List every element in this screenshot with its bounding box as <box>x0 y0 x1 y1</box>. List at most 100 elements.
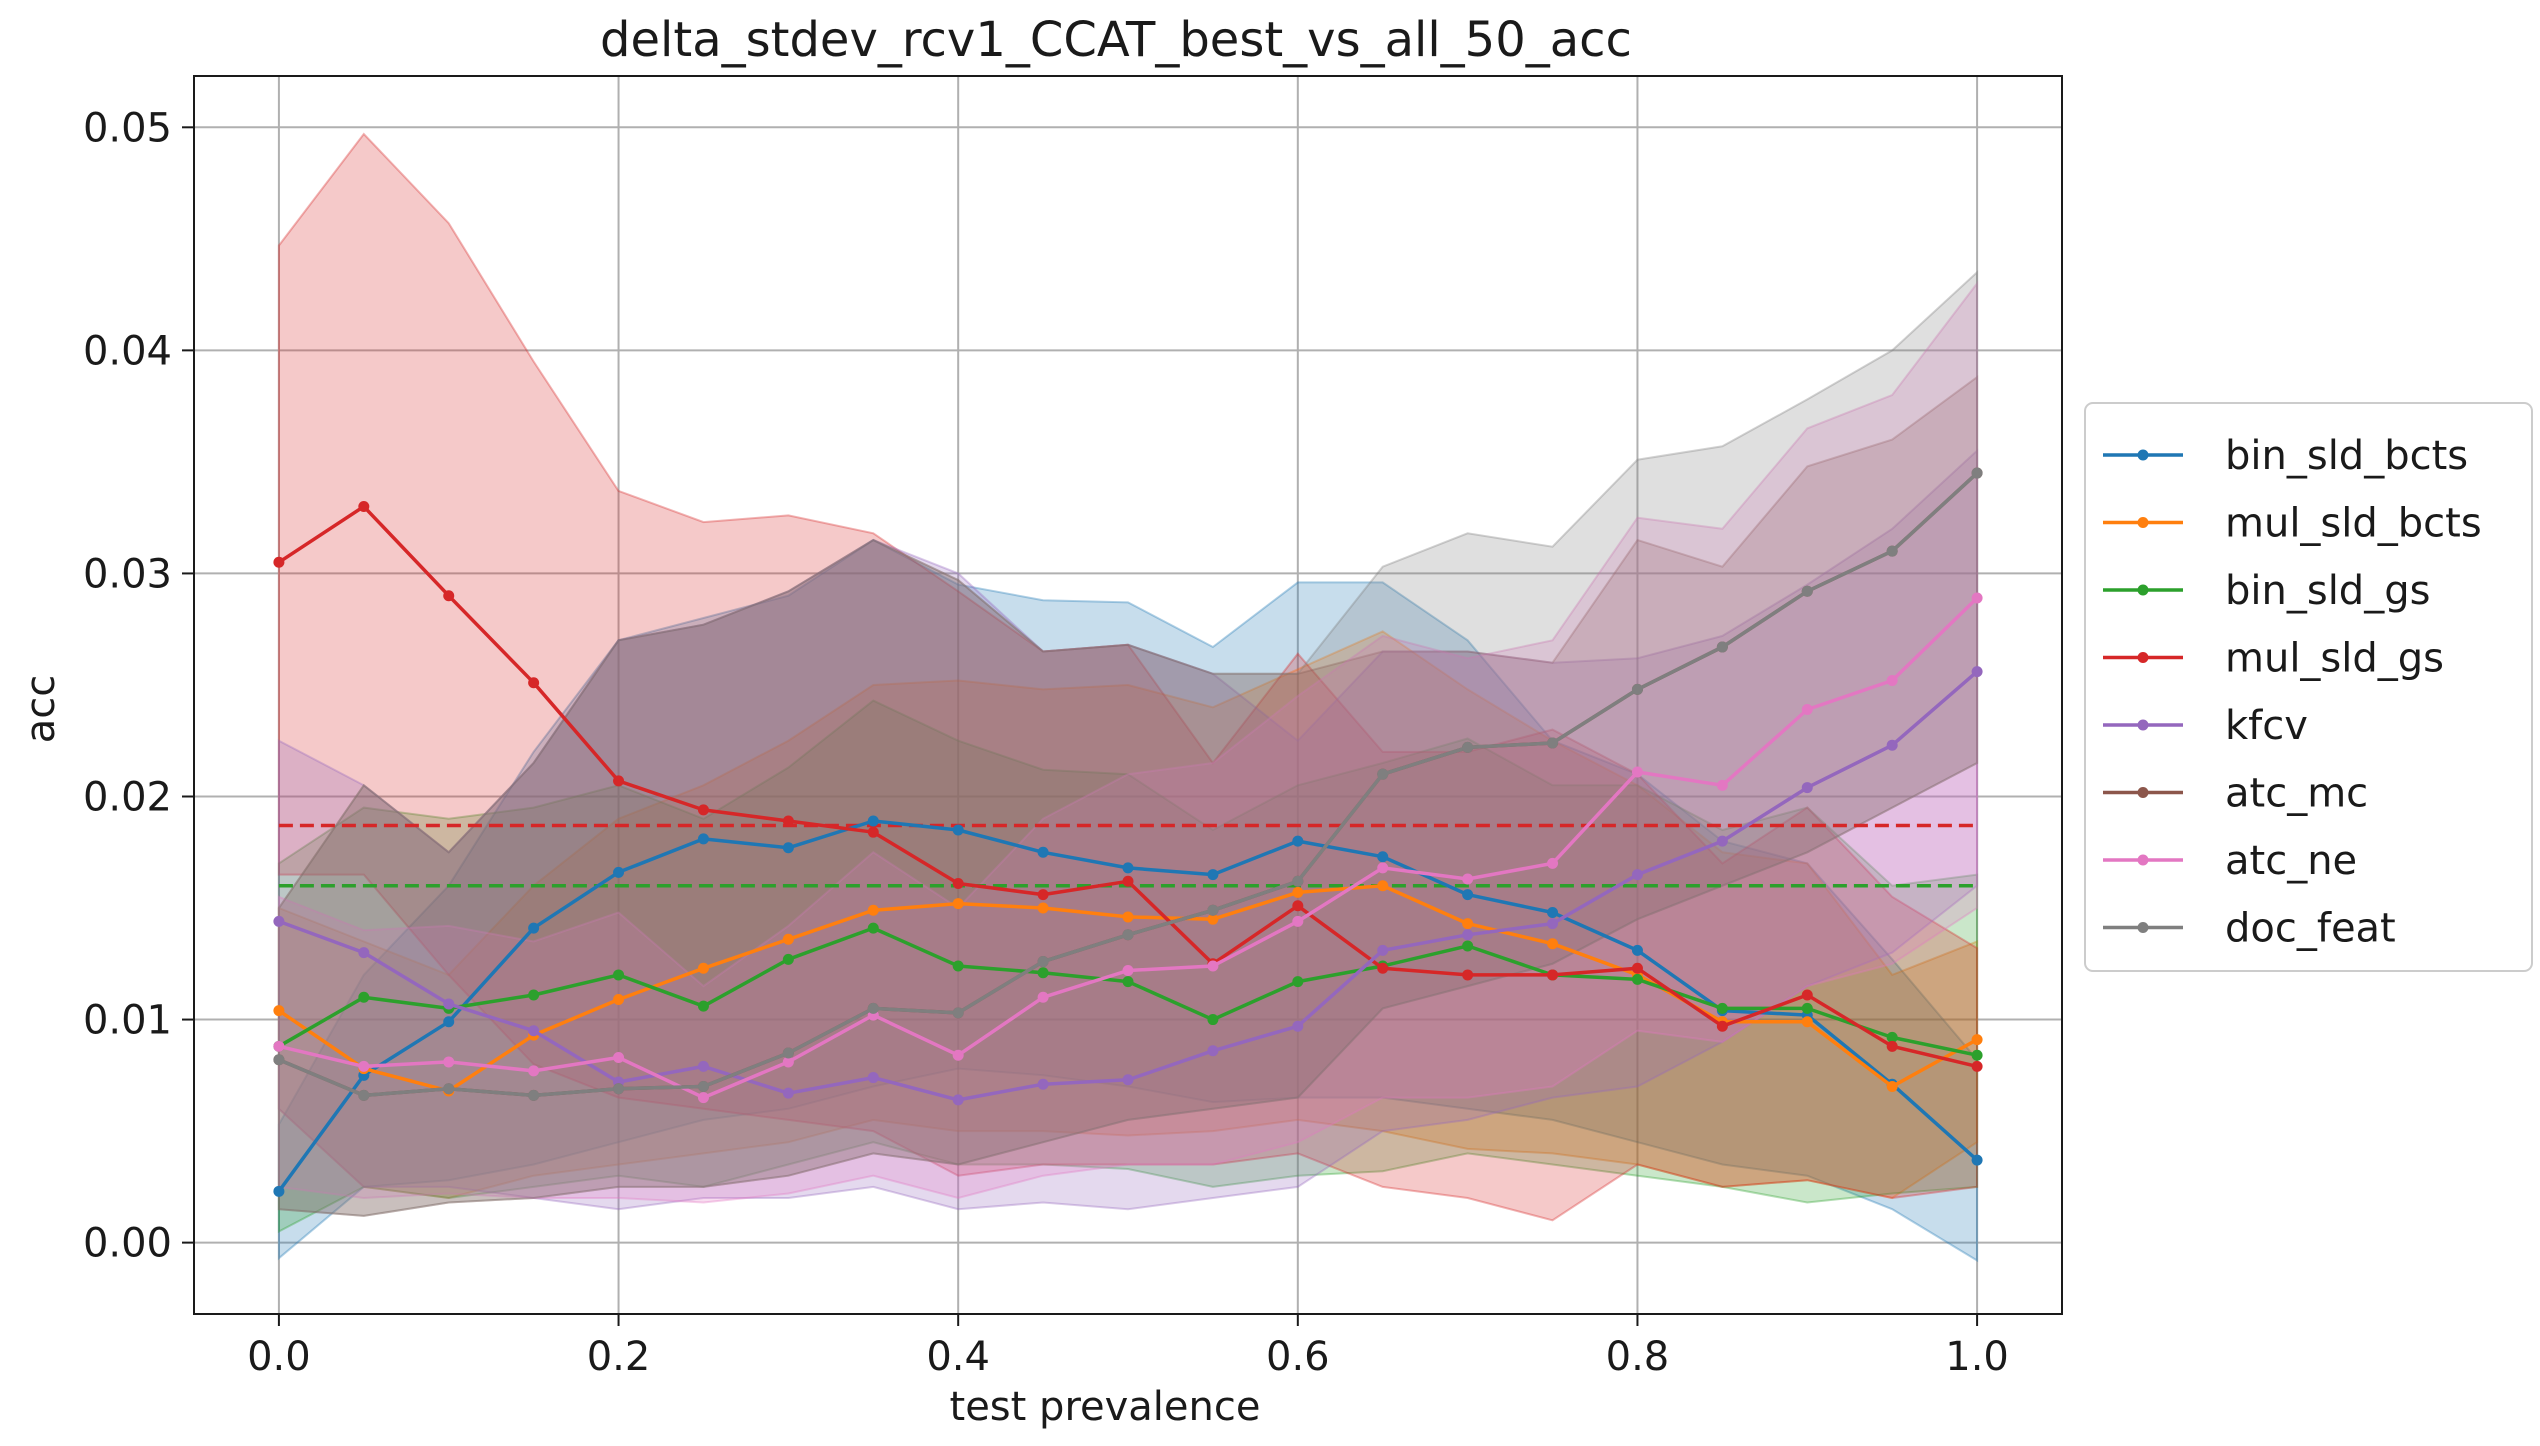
data-point <box>1377 862 1389 874</box>
data-point <box>1207 1045 1219 1057</box>
data-point <box>1037 991 1049 1003</box>
data-point <box>867 815 879 827</box>
legend-entry: mul_sld_bcts <box>2103 501 2482 547</box>
data-point <box>1886 1031 1898 1043</box>
y-axis-label: acc <box>18 675 64 744</box>
data-point <box>1886 1080 1898 1092</box>
data-point <box>697 1092 709 1104</box>
data-point <box>867 1072 879 1084</box>
data-point <box>697 962 709 974</box>
data-point <box>1462 929 1474 941</box>
y-ticks: 0.00 0.01 0.02 0.03 0.04 0.05 <box>83 105 194 1267</box>
data-point <box>358 947 370 959</box>
series-bin-sld-gs <box>273 922 1983 1061</box>
data-point <box>1292 835 1304 847</box>
data-point <box>697 1000 709 1012</box>
data-point <box>1547 938 1559 950</box>
data-point <box>1207 913 1219 925</box>
chart-title: delta_stdev_rcv1_CCAT_best_vs_all_50_acc <box>600 12 1632 68</box>
legend-entry: bin_sld_bcts <box>2103 433 2468 479</box>
data-point <box>1971 1154 1983 1166</box>
data-point <box>952 960 964 972</box>
legend-frame <box>2084 402 2533 972</box>
data-point <box>1207 869 1219 881</box>
data-point <box>1122 929 1134 941</box>
data-point <box>613 969 625 981</box>
data-point <box>273 556 285 568</box>
data-point <box>443 590 455 602</box>
x-ticks: 0.0 0.2 0.4 0.6 0.8 1.0 <box>247 1314 2009 1380</box>
x-axis-label: test prevalence <box>950 1384 1261 1430</box>
legend-label: atc_ne <box>2225 838 2357 884</box>
legend-marker <box>2137 449 2149 461</box>
legend-label: doc_feat <box>2225 906 2396 952</box>
data-point <box>952 1049 964 1061</box>
data-point <box>1292 1020 1304 1032</box>
data-point <box>1971 592 1983 604</box>
data-point <box>1122 875 1134 887</box>
data-point <box>867 1002 879 1014</box>
x-tick-label: 0.8 <box>1606 1334 1670 1380</box>
data-point <box>782 1056 794 1068</box>
data-point <box>528 1025 540 1037</box>
data-point <box>1631 766 1643 778</box>
legend: bin_sld_bcts mul_sld_bcts bin_sld_gs mul_sl… <box>2084 402 2533 972</box>
data-point <box>273 1185 285 1197</box>
data-point <box>1207 960 1219 972</box>
data-point <box>1801 1002 1813 1014</box>
data-point <box>613 866 625 878</box>
legend-marker <box>2137 719 2149 731</box>
data-point <box>528 1065 540 1077</box>
legend-label: bin_sld_gs <box>2225 568 2430 614</box>
data-point <box>1377 962 1389 974</box>
y-tick-label: 0.03 <box>83 551 172 597</box>
data-point <box>273 1040 285 1052</box>
data-point <box>782 953 794 965</box>
data-point <box>358 501 370 513</box>
axes <box>193 75 2063 1315</box>
band-kfcv <box>277 448 1979 1211</box>
data-point <box>1292 875 1304 887</box>
legend-label: mul_sld_gs <box>2225 636 2444 682</box>
data-point <box>1037 967 1049 979</box>
plot-frame <box>193 75 2063 1315</box>
data-point <box>1462 873 1474 885</box>
legend-marker <box>2137 517 2149 528</box>
data-point <box>613 993 625 1005</box>
data-point <box>1377 880 1389 892</box>
data-point <box>1716 1020 1728 1032</box>
y-tick-label: 0.01 <box>83 998 172 1044</box>
data-point <box>528 677 540 689</box>
data-point <box>1886 545 1898 557</box>
data-point <box>697 804 709 816</box>
data-point <box>1716 1002 1728 1014</box>
data-point <box>1886 739 1898 751</box>
data-point <box>1122 911 1134 923</box>
data-point <box>1292 900 1304 912</box>
data-point <box>1207 1014 1219 1026</box>
x-tick-label: 0.4 <box>926 1334 990 1380</box>
data-point <box>1037 902 1049 914</box>
data-point <box>1292 886 1304 898</box>
series-doc-feat <box>273 467 1983 1101</box>
band-bin-sld-bcts <box>277 538 1979 1263</box>
data-point <box>1971 1060 1983 1072</box>
data-point <box>697 1080 709 1092</box>
data-point <box>1886 1040 1898 1052</box>
legend-marker <box>2137 584 2149 596</box>
data-point <box>1377 851 1389 863</box>
legend-marker <box>2137 922 2149 933</box>
data-point <box>1292 915 1304 927</box>
data-point <box>1716 779 1728 791</box>
data-point <box>443 998 455 1010</box>
data-point <box>1971 666 1983 678</box>
data-point <box>952 898 964 910</box>
data-point <box>1292 976 1304 988</box>
series-mul-sld-gs <box>273 501 1983 1072</box>
data-point <box>697 833 709 845</box>
data-point <box>1037 1078 1049 1090</box>
legend-label: mul_sld_bcts <box>2225 501 2482 547</box>
data-point <box>1377 944 1389 956</box>
data-point <box>1547 857 1559 869</box>
legend-label: atc_mc <box>2225 771 2368 817</box>
